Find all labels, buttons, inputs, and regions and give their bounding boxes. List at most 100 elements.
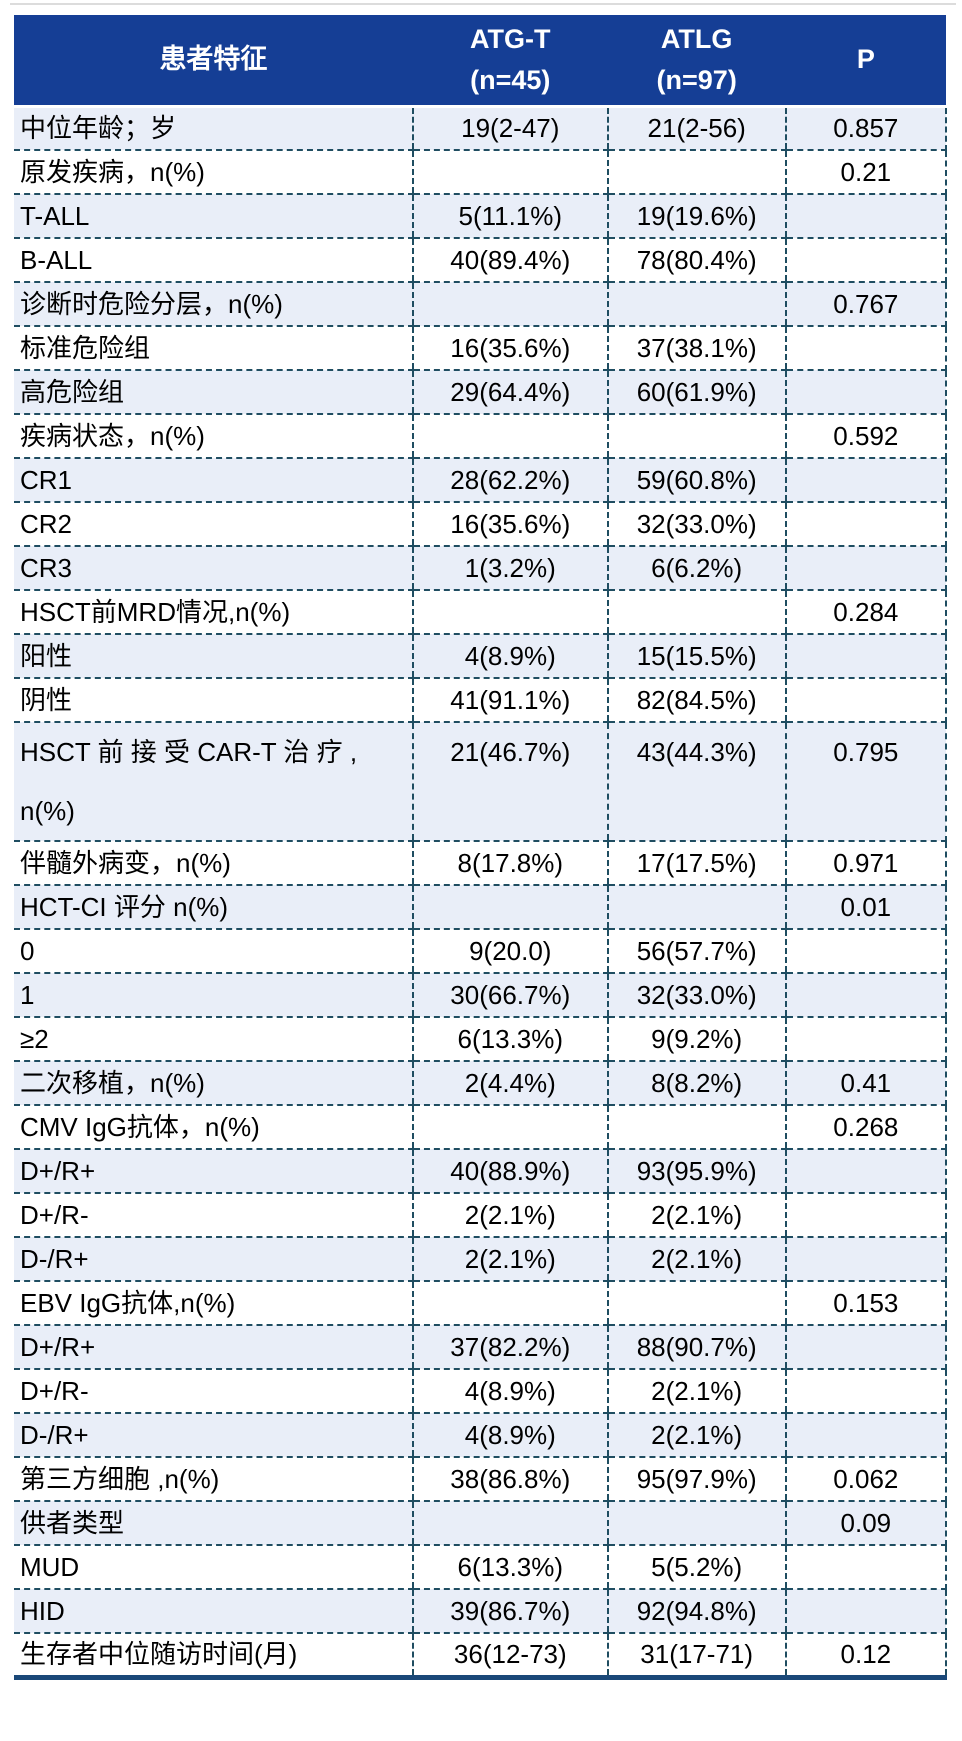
table-row: 高危险组 29(64.4%) 60(61.9%) xyxy=(14,370,948,415)
atg-t-value-cell: 37(82.2%) xyxy=(411,1325,608,1370)
row-label-cell: D+/R- xyxy=(14,1369,413,1414)
table-row: B-ALL 40(89.4%) 78(80.4%) xyxy=(14,238,948,283)
p-value-cell xyxy=(784,1017,948,1062)
row-label-cell: 阳性 xyxy=(14,634,413,679)
atlg-value-cell: 17(17.5%) xyxy=(606,841,786,886)
atg-t-value-cell: 28(62.2%) xyxy=(411,458,608,503)
p-value-cell: 0.01 xyxy=(784,885,948,930)
atlg-value-cell: 82(84.5%) xyxy=(606,678,786,723)
p-value-cell xyxy=(784,194,948,239)
row-label-cell: ≥2 xyxy=(14,1017,413,1062)
p-value-cell xyxy=(784,546,948,591)
p-value-cell xyxy=(784,1545,948,1590)
row-label-cell: D+/R+ xyxy=(14,1325,413,1370)
atg-t-value-cell: 2(2.1%) xyxy=(411,1193,608,1238)
atg-t-value-cell: 40(89.4%) xyxy=(411,238,608,283)
atlg-value-cell xyxy=(606,1281,786,1326)
atlg-value-cell: 2(2.1%) xyxy=(606,1369,786,1414)
atg-t-value-cell: 21(46.7%) xyxy=(411,722,608,842)
table-row: HID 39(86.7%) 92(94.8%) xyxy=(14,1589,948,1634)
row-label-cell: 生存者中位随访时间(月) xyxy=(14,1633,413,1680)
atg-t-value-cell: 2(2.1%) xyxy=(411,1237,608,1282)
atlg-value-cell xyxy=(606,885,786,930)
atlg-value-cell: 32(33.0%) xyxy=(606,973,786,1018)
row-label-cell: 1 xyxy=(14,973,413,1018)
atg-t-value-cell xyxy=(411,150,608,195)
atlg-value-cell: 56(57.7%) xyxy=(606,929,786,974)
top-edge-line xyxy=(10,3,956,5)
atg-t-value-cell: 40(88.9%) xyxy=(411,1149,608,1194)
row-label-cell: EBV IgG抗体,n(%) xyxy=(14,1281,413,1326)
header-cell-atlg: ATLG (n=97) xyxy=(607,15,786,108)
p-value-cell: 0.795 xyxy=(784,722,948,842)
atg-t-value-cell xyxy=(411,282,608,327)
atg-t-value-cell xyxy=(411,590,608,635)
p-value-cell: 0.12 xyxy=(784,1633,948,1680)
atlg-value-cell: 43(44.3%) xyxy=(606,722,786,842)
row-label-cell: 高危险组 xyxy=(14,370,413,415)
row-label-cell: T-ALL xyxy=(14,194,413,239)
atg-t-value-cell: 19(2-47) xyxy=(411,106,608,151)
table-row: 0 9(20.0) 56(57.7%) xyxy=(14,929,948,974)
atg-t-value-cell: 6(13.3%) xyxy=(411,1017,608,1062)
row-label-cell: HSCT前MRD情况,n(%) xyxy=(14,590,413,635)
atlg-value-cell: 32(33.0%) xyxy=(606,502,786,547)
row-label-cell: D-/R+ xyxy=(14,1413,413,1458)
p-value-cell xyxy=(784,238,948,283)
header-cell-atg-t: ATG-T (n=45) xyxy=(412,15,608,108)
table-row: T-ALL 5(11.1%) 19(19.6%) xyxy=(14,194,948,239)
table-row: CMV IgG抗体，n(%) 0.268 xyxy=(14,1105,948,1150)
atg-t-value-cell: 1(3.2%) xyxy=(411,546,608,591)
row-label-cell: HSCT 前 接 受 CAR-T 治 疗 , n(%) xyxy=(14,722,413,842)
atlg-value-cell xyxy=(606,590,786,635)
atlg-value-cell: 92(94.8%) xyxy=(606,1589,786,1634)
patient-characteristics-table: 患者特征 ATG-T (n=45) ATLG (n=97) P 中位年龄；岁 19… xyxy=(14,15,948,1680)
p-value-cell xyxy=(784,929,948,974)
table-row: D+/R+ 40(88.9%) 93(95.9%) xyxy=(14,1149,948,1194)
table-row: HSCT前MRD情况,n(%) 0.284 xyxy=(14,590,948,635)
header-cell-patient-characteristics: 患者特征 xyxy=(14,15,413,108)
atg-t-value-cell: 41(91.1%) xyxy=(411,678,608,723)
row-label-cell: 标准危险组 xyxy=(14,326,413,371)
atlg-value-cell: 59(60.8%) xyxy=(606,458,786,503)
table-row: CR1 28(62.2%) 59(60.8%) xyxy=(14,458,948,503)
table-row: D+/R+ 37(82.2%) 88(90.7%) xyxy=(14,1325,948,1370)
row-label-cell: CMV IgG抗体，n(%) xyxy=(14,1105,413,1150)
table-row: 中位年龄；岁 19(2-47) 21(2-56) 0.857 xyxy=(14,106,948,151)
table-row: 伴髓外病变，n(%) 8(17.8%) 17(17.5%) 0.971 xyxy=(14,841,948,886)
row-label-cell: CR1 xyxy=(14,458,413,503)
row-label-cell: 0 xyxy=(14,929,413,974)
p-value-cell xyxy=(784,502,948,547)
atlg-value-cell: 93(95.9%) xyxy=(606,1149,786,1194)
atlg-value-cell xyxy=(606,150,786,195)
table-row: ≥2 6(13.3%) 9(9.2%) xyxy=(14,1017,948,1062)
p-value-cell: 0.284 xyxy=(784,590,948,635)
atg-t-value-cell: 4(8.9%) xyxy=(411,634,608,679)
atlg-value-cell: 2(2.1%) xyxy=(606,1237,786,1282)
row-label-cell: D+/R- xyxy=(14,1193,413,1238)
table-row: 阳性 4(8.9%) 15(15.5%) xyxy=(14,634,948,679)
table-row: MUD 6(13.3%) 5(5.2%) xyxy=(14,1545,948,1590)
atlg-value-cell: 15(15.5%) xyxy=(606,634,786,679)
header-label: 患者特征 xyxy=(159,44,268,75)
atlg-value-cell: 2(2.1%) xyxy=(606,1193,786,1238)
atg-t-value-cell: 2(4.4%) xyxy=(411,1061,608,1106)
p-value-cell: 0.268 xyxy=(784,1105,948,1150)
p-value-cell xyxy=(784,634,948,679)
atlg-value-cell: 5(5.2%) xyxy=(606,1545,786,1590)
row-label-cell: D+/R+ xyxy=(14,1149,413,1194)
row-label-cell: 伴髓外病变，n(%) xyxy=(14,841,413,886)
atg-t-value-cell: 5(11.1%) xyxy=(411,194,608,239)
atg-t-value-cell: 30(66.7%) xyxy=(411,973,608,1018)
p-value-cell xyxy=(784,458,948,503)
atlg-value-cell xyxy=(606,282,786,327)
p-value-cell xyxy=(784,370,948,415)
row-label-cell: 疾病状态，n(%) xyxy=(14,414,413,459)
table-row: 阴性 41(91.1%) 82(84.5%) xyxy=(14,678,948,723)
table-row: 诊断时危险分层，n(%) 0.767 xyxy=(14,282,948,327)
p-value-cell xyxy=(784,1237,948,1282)
p-value-cell: 0.21 xyxy=(784,150,948,195)
atg-t-value-cell: 6(13.3%) xyxy=(411,1545,608,1590)
table-row: 原发疾病，n(%) 0.21 xyxy=(14,150,948,195)
atlg-value-cell: 19(19.6%) xyxy=(606,194,786,239)
